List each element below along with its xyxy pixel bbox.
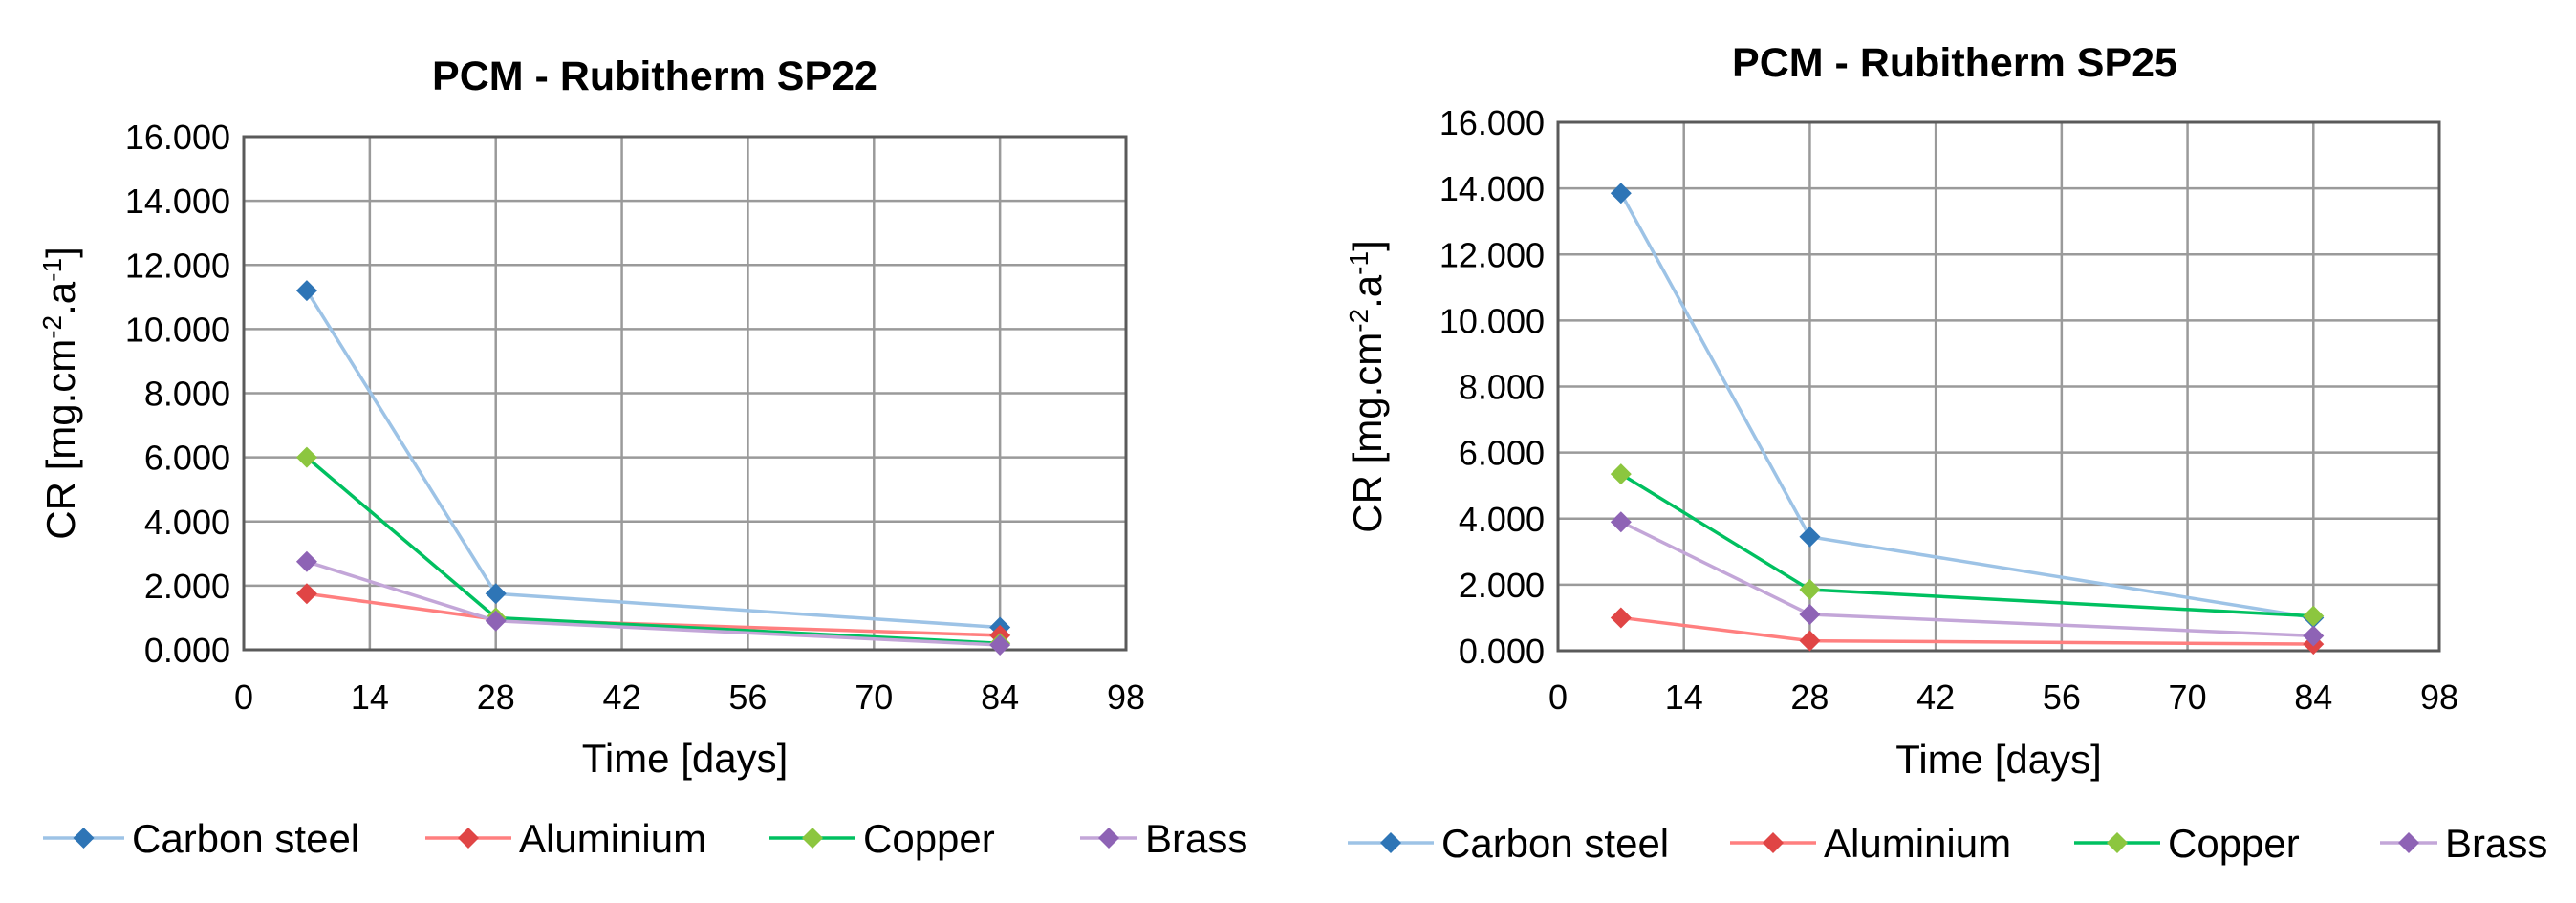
legend-marker-copper <box>802 828 823 849</box>
y-tick-label: 16.000 <box>1440 103 1545 142</box>
data-point-aluminium <box>1610 607 1632 629</box>
data-point-brass <box>1610 511 1632 533</box>
y-tick-label: 14.000 <box>125 182 230 221</box>
x-tick-label: 56 <box>2043 677 2081 717</box>
data-point-brass <box>485 610 507 632</box>
legend-label-aluminium: Aluminium <box>519 816 706 861</box>
chart-sp25: PCM - Rubitherm SP25 0.000 2.000 4.000 6.00… <box>1295 0 2576 898</box>
chart-sp22-svg: PCM - Rubitherm SP22 0.000 2.000 4.000 6.00… <box>37 54 1247 861</box>
data-point-brass <box>2303 625 2325 647</box>
legend-marker-brass <box>2398 832 2419 853</box>
x-axis-label: Time [days] <box>1895 737 2102 782</box>
data-point-brass <box>989 634 1011 656</box>
y-tick-label: 0.000 <box>1459 632 1545 671</box>
x-tick-label: 70 <box>2169 677 2207 717</box>
y-tick-label: 12.000 <box>125 246 230 285</box>
x-tick-label: 14 <box>351 677 389 717</box>
plot-frame <box>242 135 1128 652</box>
legend-marker-copper <box>2107 832 2128 853</box>
chart-sp22: PCM - Rubitherm SP22 0.000 2.000 4.000 6.00… <box>0 0 1281 898</box>
y-tick-label: 10.000 <box>125 310 230 349</box>
data-point-brass <box>1799 603 1821 625</box>
data-point-aluminium <box>295 583 317 605</box>
x-tick-label: 70 <box>855 677 893 717</box>
y-tick-label: 6.000 <box>1459 434 1545 473</box>
y-axis-label: CR [mg.cm-2.a-1] <box>37 247 83 540</box>
series-line-copper <box>1619 472 2314 618</box>
data-point-copper <box>295 446 317 468</box>
x-axis-label: Time [days] <box>582 736 789 781</box>
data-point-copper <box>1610 463 1632 485</box>
y-tick-label: 0.000 <box>144 631 230 670</box>
legend-marker-carbon-steel <box>1380 832 1401 853</box>
chart-title: PCM - Rubitherm SP25 <box>1732 40 2177 86</box>
legend-label-copper: Copper <box>863 816 995 861</box>
x-tick-label: 98 <box>2420 677 2458 717</box>
x-tick-label: 98 <box>1107 677 1145 717</box>
chart-title: PCM - Rubitherm SP22 <box>432 54 877 99</box>
legend-marker-aluminium <box>1763 832 1784 853</box>
y-tick-label: 14.000 <box>1440 169 1545 208</box>
x-tick-label: 84 <box>2294 677 2332 717</box>
y-tick-label: 6.000 <box>144 439 230 478</box>
y-tick-label: 8.000 <box>144 375 230 414</box>
x-tick-label: 28 <box>1790 677 1829 717</box>
series-line-copper <box>305 456 1001 646</box>
legend-label-brass: Brass <box>2445 821 2547 866</box>
y-tick-label: 2.000 <box>1459 566 1545 605</box>
y-tick-label: 16.000 <box>125 118 230 157</box>
x-tick-label: 0 <box>1548 677 1568 717</box>
y-tick-label: 4.000 <box>1459 500 1545 539</box>
x-tick-label: 42 <box>1916 677 1955 717</box>
legend-label-aluminium: Aluminium <box>1824 821 2011 866</box>
legend-marker-brass <box>1098 828 1119 849</box>
legend-label-carbon-steel: Carbon steel <box>132 816 359 861</box>
data-point-copper <box>1799 579 1821 601</box>
data-point-carbon-steel <box>1799 526 1821 548</box>
x-tick-label: 28 <box>477 677 515 717</box>
y-tick-label: 4.000 <box>144 503 230 542</box>
y-tick-label: 8.000 <box>1459 368 1545 407</box>
data-point-carbon-steel <box>1610 183 1632 204</box>
legend-label-brass: Brass <box>1145 816 1247 861</box>
x-tick-label: 42 <box>603 677 641 717</box>
legend-marker-aluminium <box>458 828 479 849</box>
data-point-aluminium <box>1799 630 1821 652</box>
y-tick-label: 10.000 <box>1440 301 1545 340</box>
data-point-carbon-steel <box>485 583 507 605</box>
data-point-carbon-steel <box>295 280 317 302</box>
legend-label-copper: Copper <box>2168 821 2300 866</box>
legend-label-carbon-steel: Carbon steel <box>1441 821 1669 866</box>
series-line-carbon-steel <box>305 290 1001 630</box>
data-point-copper <box>2303 605 2325 627</box>
y-axis-label: CR [mg.cm-2.a-1] <box>1344 240 1390 533</box>
data-point-brass <box>295 550 317 572</box>
chart-sp25-svg: PCM - Rubitherm SP25 0.000 2.000 4.000 6.00… <box>1344 40 2547 866</box>
x-tick-label: 56 <box>728 677 767 717</box>
plot-frame <box>1556 120 2441 653</box>
y-tick-label: 12.000 <box>1440 235 1545 274</box>
y-tick-label: 2.000 <box>144 567 230 606</box>
x-tick-label: 0 <box>234 677 253 717</box>
series-line-carbon-steel <box>1619 192 2314 620</box>
x-tick-label: 84 <box>981 677 1019 717</box>
x-tick-label: 14 <box>1665 677 1703 717</box>
legend-marker-carbon-steel <box>73 828 95 849</box>
